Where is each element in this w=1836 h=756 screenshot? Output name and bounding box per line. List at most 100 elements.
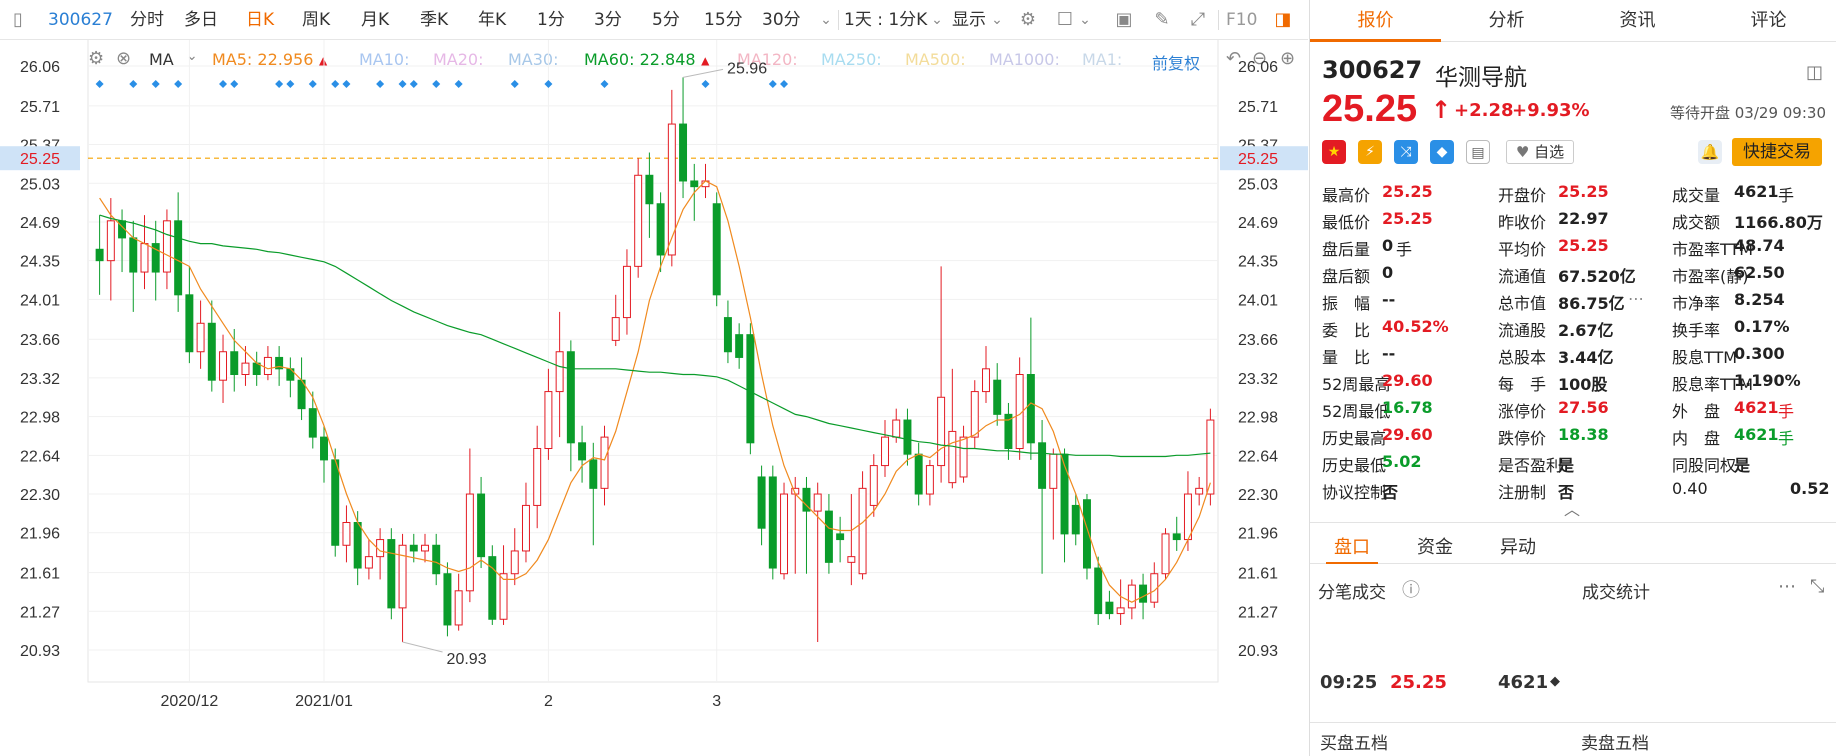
candle-body[interactable] — [129, 237, 138, 273]
candle-body[interactable] — [421, 544, 429, 552]
bell-icon[interactable]: 🔔 — [1698, 140, 1722, 164]
candle-body[interactable] — [196, 322, 205, 353]
candle-body[interactable] — [903, 419, 912, 455]
document-icon[interactable]: ▤ — [1466, 140, 1490, 164]
candle-body[interactable] — [802, 487, 811, 512]
period-tab-yearly[interactable]: 年K — [478, 10, 507, 30]
candle-body[interactable] — [241, 362, 250, 376]
more-icon[interactable]: ⋯ — [1778, 576, 1796, 597]
candle-body[interactable] — [634, 174, 643, 267]
chevron-down-icon[interactable]: ⌄ — [1079, 12, 1091, 28]
candle-body[interactable] — [1082, 499, 1091, 569]
candle-body[interactable] — [454, 590, 463, 626]
candle-body[interactable] — [656, 203, 665, 256]
tab-fund[interactable]: 资金 — [1417, 537, 1453, 558]
candle-body[interactable] — [1071, 504, 1080, 535]
candle-body[interactable] — [185, 294, 194, 353]
candle-body[interactable] — [488, 556, 497, 620]
layout-icon[interactable]: ◫ — [1806, 62, 1824, 83]
candle-body[interactable] — [308, 408, 317, 438]
candle-body[interactable] — [510, 550, 519, 575]
period-tab-1min[interactable]: 1分 — [537, 10, 565, 30]
candle-body[interactable] — [566, 351, 575, 444]
period-tab-3min[interactable]: 3分 — [594, 10, 622, 30]
candle-body[interactable] — [521, 504, 530, 552]
chevron-down-icon[interactable]: ⌄ — [820, 12, 832, 28]
candle-body[interactable] — [780, 493, 789, 575]
tag-icon[interactable]: ◆ — [1430, 140, 1454, 164]
fullscreen-icon[interactable]: ⤢ — [1190, 9, 1206, 30]
kline-chart[interactable]: 26.06 26.06 25.71 25.71 25.37 25.37 25.03 25.03… — [0, 40, 1308, 756]
candle-body[interactable] — [690, 180, 699, 188]
candle-body[interactable] — [746, 334, 755, 444]
candle-body[interactable] — [409, 544, 418, 552]
candle-body[interactable] — [892, 419, 901, 438]
candle-body[interactable] — [353, 521, 362, 569]
china-flag-icon[interactable]: ★ — [1322, 140, 1346, 164]
candle-body[interactable] — [1004, 413, 1013, 450]
candle-body[interactable] — [1161, 533, 1170, 575]
candle-body[interactable] — [757, 476, 766, 529]
period-tab-15min[interactable]: 15分 — [704, 10, 743, 30]
candle-body[interactable] — [679, 123, 688, 182]
undo-icon[interactable]: ↶ — [1226, 48, 1242, 69]
candle-body[interactable] — [1116, 607, 1125, 615]
period-tab-multiday[interactable]: 多日 — [184, 10, 218, 30]
candle-body[interactable] — [230, 351, 239, 376]
gear-icon[interactable]: ⚙ — [88, 48, 105, 69]
gear-icon[interactable]: ⚙ — [1019, 9, 1037, 30]
tab-news[interactable]: 资讯 — [1619, 10, 1656, 31]
candle-body[interactable] — [207, 322, 216, 381]
chevron-down-icon[interactable]: ⌄ — [991, 12, 1003, 28]
candle-body[interactable] — [398, 544, 407, 609]
candle-body[interactable] — [925, 465, 934, 495]
period-tab-30min[interactable]: 30分 — [762, 10, 801, 30]
tab-quote[interactable]: 报价 — [1357, 10, 1394, 31]
candle-body[interactable] — [263, 356, 272, 376]
candle-body[interactable] — [645, 174, 654, 205]
candle-body[interactable] — [320, 436, 328, 461]
close-icon[interactable]: ⊗ — [116, 48, 132, 69]
candle-body[interactable] — [1195, 487, 1204, 495]
candle-body[interactable] — [1183, 493, 1192, 541]
period-tab-monthly[interactable]: 月K — [361, 10, 390, 30]
candle-body[interactable] — [847, 556, 856, 563]
candle-body[interactable] — [174, 220, 183, 296]
expand-icon[interactable]: ⤡ — [1810, 576, 1825, 597]
candle-body[interactable] — [1094, 567, 1103, 615]
pencil-icon[interactable]: ✎ — [1154, 9, 1170, 30]
candle-body[interactable] — [465, 493, 474, 592]
candle-body[interactable] — [432, 544, 441, 575]
candle-body[interactable] — [1127, 584, 1136, 609]
quick-trade-button[interactable]: 快捷交易 — [1732, 138, 1822, 166]
candle-body[interactable] — [667, 123, 676, 256]
candle-body[interactable] — [622, 265, 631, 319]
period-tab-5min[interactable]: 5分 — [652, 10, 680, 30]
help-icon[interactable]: ⓘ — [1402, 580, 1420, 601]
candle-body[interactable] — [578, 442, 587, 461]
candle-body[interactable] — [1172, 533, 1181, 541]
candle-body[interactable] — [95, 248, 104, 262]
camera-icon[interactable]: ▣ — [1115, 9, 1133, 30]
interval-select[interactable]: 1天 : 1分K — [844, 10, 928, 30]
candle-body[interactable] — [858, 487, 867, 575]
tab-comments[interactable]: 评论 — [1750, 10, 1787, 31]
candle-body[interactable] — [443, 573, 452, 626]
candle-body[interactable] — [106, 220, 115, 262]
indicator-type[interactable]: MA — [149, 50, 174, 69]
candle-body[interactable] — [331, 459, 340, 546]
candle-body[interactable] — [914, 453, 923, 495]
candle-body[interactable] — [948, 430, 957, 484]
candle-body[interactable] — [555, 351, 564, 393]
candle-body[interactable] — [1206, 419, 1215, 495]
candle-body[interactable] — [869, 465, 878, 506]
square-icon[interactable]: ☐ — [1056, 9, 1074, 30]
display-menu[interactable]: 显示 — [952, 10, 986, 30]
candle-body[interactable] — [723, 317, 732, 353]
chevron-down-icon[interactable]: ⌄ — [931, 12, 943, 28]
sidebar-toggle-icon[interactable]: ▯ — [13, 9, 23, 30]
chevron-down-icon[interactable]: ⌄ — [186, 48, 198, 64]
candle-body[interactable] — [1026, 374, 1035, 444]
candle-body[interactable] — [162, 220, 171, 273]
